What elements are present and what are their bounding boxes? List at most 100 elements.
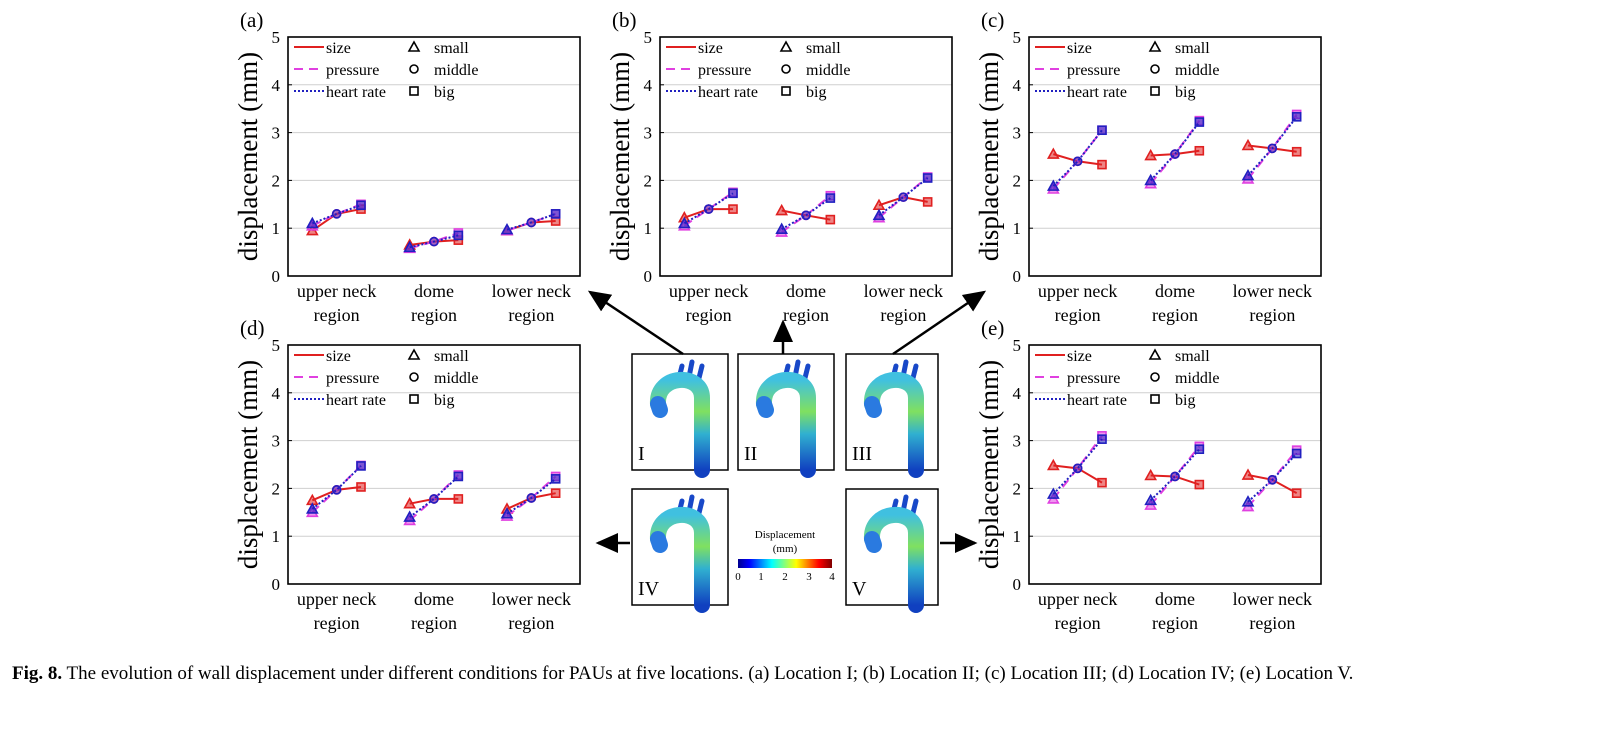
legend-marker-small: [1148, 348, 1162, 360]
series-line-heart-rate: [409, 475, 460, 518]
legend-label-size: size: [698, 40, 723, 57]
data-point-size: [1097, 159, 1107, 170]
colorbar-tick: 1: [758, 571, 764, 583]
series-line-heart-rate: [1052, 129, 1103, 187]
y-tick-label: 1: [644, 219, 653, 238]
data-point-heart-rate: [872, 208, 886, 221]
legend-label-small: small: [434, 348, 469, 365]
data-point-heart-rate: [1072, 156, 1083, 167]
data-point-size: [1291, 488, 1302, 498]
legend-label-pressure: pressure: [326, 370, 379, 387]
location-label: IV: [638, 578, 660, 600]
series-line-heart-rate: [1247, 452, 1298, 503]
arrow-to-c: [892, 290, 987, 356]
legend-label-small: small: [806, 40, 841, 57]
aorta-root: [864, 531, 882, 553]
series-line-pressure: [1149, 445, 1201, 506]
x-tick-label: region: [1055, 613, 1101, 633]
chart-panel-a: 0 1 2 3 4 5 (a) displacement (mm) upper neck regi…: [233, 8, 581, 325]
data-point-heart-rate: [922, 173, 933, 183]
legend-label-middle: middle: [1175, 62, 1219, 79]
y-tick-label: 0: [272, 267, 281, 286]
y-tick-label: 0: [1013, 267, 1022, 286]
legend-label-small: small: [1175, 348, 1210, 365]
x-tick-label: lower neck: [1233, 281, 1312, 301]
y-tick-label: 3: [644, 124, 653, 143]
panel-label: (e): [981, 316, 1004, 340]
data-point-heart-rate: [728, 188, 738, 199]
x-tick-label: upper neck: [1038, 589, 1117, 609]
location-label: V: [852, 578, 867, 600]
aorta-root: [650, 396, 668, 418]
x-tick-label: lower neck: [492, 281, 571, 301]
series-line-pressure: [878, 176, 929, 219]
data-point-size: [1046, 458, 1060, 471]
x-tick-label: upper neck: [1038, 281, 1117, 301]
legend-label-big: big: [1175, 84, 1195, 101]
y-tick-label: 2: [272, 171, 281, 190]
series-line-heart-rate: [1052, 438, 1103, 495]
x-tick-label: region: [508, 305, 554, 325]
data-point-heart-rate: [1144, 173, 1158, 186]
x-tick-label: upper neck: [669, 281, 748, 301]
panel-label: (b): [612, 8, 637, 32]
series-line-size: [311, 208, 362, 232]
data-point-heart-rate: [429, 494, 439, 504]
legend-marker-middle: [409, 372, 419, 382]
series-line-heart-rate: [506, 212, 557, 231]
legend-label-middle: middle: [1175, 370, 1219, 387]
data-point-heart-rate: [1072, 463, 1083, 474]
x-tick-label: lower neck: [1233, 589, 1312, 609]
y-tick-label: 2: [272, 479, 281, 498]
data-point-heart-rate: [356, 200, 366, 211]
data-point-size: [453, 494, 464, 504]
y-tick-label: 5: [1013, 28, 1022, 47]
figure-caption: Fig. 8. The evolution of wall displaceme…: [12, 660, 1602, 688]
legend-label-heart-rate: heart rate: [698, 84, 758, 101]
colorbar-gradient: [738, 559, 832, 568]
series-line-heart-rate: [311, 465, 362, 510]
legend-marker-small: [407, 40, 421, 52]
data-point-heart-rate: [1241, 168, 1255, 181]
x-tick-label: upper neck: [297, 589, 376, 609]
series-line-heart-rate: [1247, 116, 1298, 177]
legend-label-heart-rate: heart rate: [1067, 84, 1127, 101]
colorbar-title: Displacement: [755, 529, 815, 541]
plot-frame: [287, 344, 581, 585]
x-tick-label: region: [1249, 305, 1295, 325]
legend-label-big: big: [806, 84, 826, 101]
legend-label-pressure: pressure: [1067, 370, 1120, 387]
data-point-size: [356, 482, 366, 492]
legend-label-heart-rate: heart rate: [1067, 392, 1127, 409]
x-tick-label: dome: [786, 281, 826, 301]
panel-label: (d): [240, 316, 265, 340]
data-point-heart-rate: [331, 485, 342, 495]
data-point-heart-rate: [453, 230, 464, 241]
legend-marker-big: [1150, 394, 1160, 404]
data-point-heart-rate: [1267, 474, 1278, 485]
data-point-heart-rate: [1194, 444, 1205, 455]
x-tick-label: lower neck: [492, 589, 571, 609]
data-point-size: [1046, 147, 1060, 159]
y-tick-label: 3: [1013, 432, 1022, 451]
x-tick-label: dome: [1155, 589, 1195, 609]
legend-marker-middle: [409, 64, 419, 74]
y-tick-label: 0: [272, 575, 281, 594]
location-label: I: [638, 443, 645, 465]
data-point-heart-rate: [1194, 117, 1205, 127]
data-point-heart-rate: [550, 474, 561, 484]
y-tick-label: 4: [272, 384, 281, 403]
x-tick-label: region: [411, 613, 457, 633]
data-point-heart-rate: [305, 216, 319, 229]
data-point-heart-rate: [1291, 448, 1302, 459]
y-tick-label: 2: [1013, 171, 1022, 190]
plot-frame: [1028, 36, 1322, 277]
y-tick-label: 4: [1013, 384, 1022, 403]
y-axis-label: displacement (mm): [974, 52, 1004, 261]
x-tick-label: region: [1152, 613, 1198, 633]
y-tick-label: 1: [272, 527, 281, 546]
colorbar-tick: 4: [829, 571, 835, 583]
data-point-size: [922, 197, 933, 207]
y-tick-label: 5: [272, 28, 281, 47]
x-tick-label: region: [686, 305, 732, 325]
